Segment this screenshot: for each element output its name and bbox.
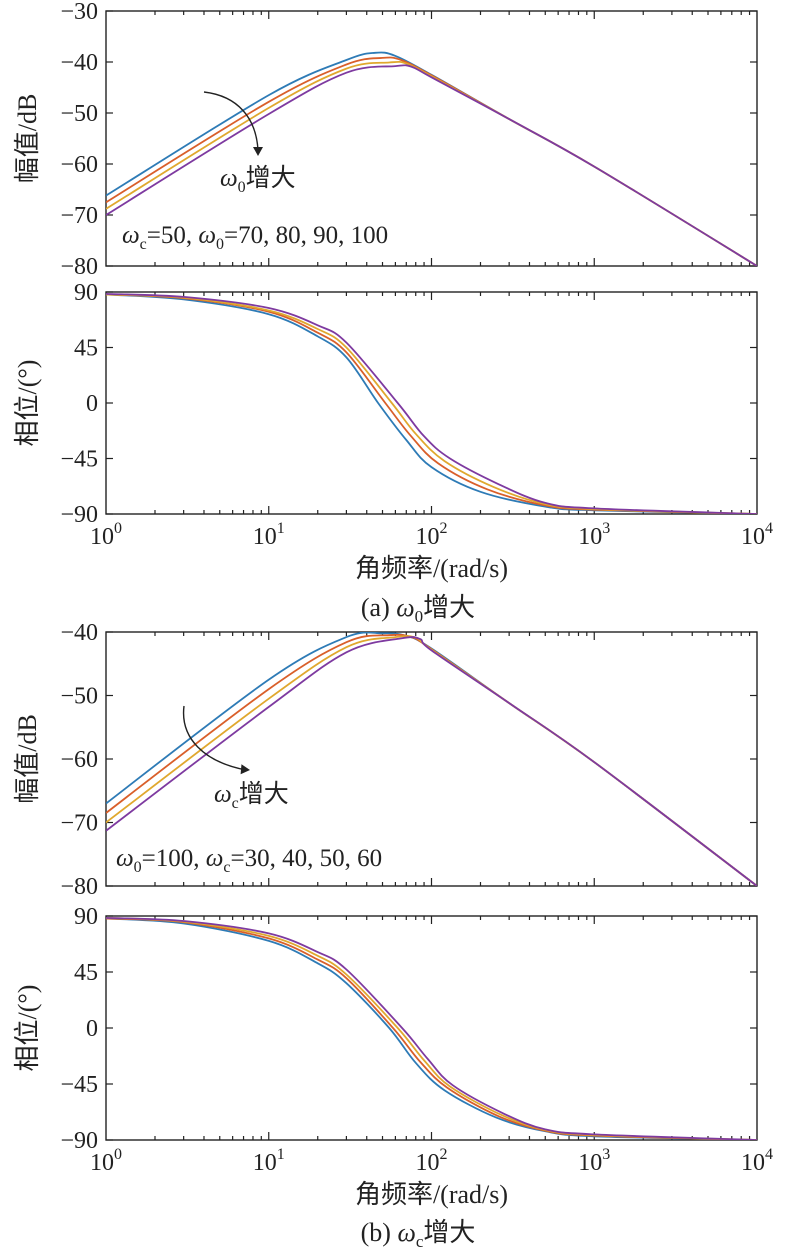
y-tick-label: −50 — [60, 101, 98, 127]
series-group — [106, 632, 757, 886]
caption-a-prefix: (a) — [361, 593, 396, 622]
series-line-4 — [106, 636, 757, 886]
trend-label: ωc增大 — [214, 780, 289, 812]
y-tick-label: −50 — [60, 684, 98, 710]
y-tick-label: 45 — [74, 960, 98, 986]
x-tick-label: 103 — [578, 520, 610, 550]
plot-frame — [105, 915, 758, 1141]
x-tick-label: 100 — [90, 520, 122, 550]
y-tick-label: −60 — [60, 747, 98, 773]
caption-a: (a) ω0增大 — [361, 593, 475, 626]
x-tick-label: 102 — [416, 1146, 448, 1176]
y-tick-label: −80 — [60, 254, 98, 280]
y-axis-label: 相位/(°) — [13, 985, 42, 1072]
y-axis-label: 幅值/dB — [13, 714, 42, 804]
panel-a-phase: −90 −45 0 45 90 相位/(°) 100 101 102 103 104 角频率/(rad… — [13, 280, 773, 583]
caption-a-suffix: 增大 — [423, 593, 475, 622]
trend-label: ω0增大 — [220, 164, 296, 196]
panel-b-magnitude: −80 −70 −60 −50 −40 幅值/dB ωc增大 ω0=100, ωc=30, 4… — [13, 620, 758, 900]
y-tick-label: 90 — [74, 904, 98, 930]
x-tick-label: 102 — [416, 520, 448, 550]
y-tick-label: −70 — [60, 203, 98, 229]
x-tick-label: 104 — [741, 520, 773, 550]
trend-arrowhead — [240, 764, 250, 775]
x-axis-label: 角频率/(rad/s) — [355, 554, 508, 583]
series-group — [106, 917, 757, 1140]
series-line-4 — [106, 64, 757, 266]
y-axis-label: 相位/(°) — [13, 360, 42, 447]
y-tick-label: −70 — [60, 811, 98, 837]
parameter-label: ω0=100, ωc=30, 40, 50, 60 — [116, 845, 382, 876]
y-tick-label: 45 — [74, 336, 98, 362]
trend-arrow — [203, 91, 259, 151]
x-tick-label: 101 — [253, 1146, 285, 1176]
panel-a-magnitude: −80 −70 −60 −50 −40 −30 幅值/dB ω0增大 ωc=50, ω0=70,… — [13, 0, 758, 280]
y-tick-label: 90 — [74, 280, 98, 306]
y-tick-label: −40 — [60, 50, 98, 76]
y-tick-label: −45 — [60, 447, 98, 473]
series-line-4 — [106, 293, 757, 514]
y-tick-label: 0 — [86, 391, 98, 417]
caption-b-suffix: 增大 — [423, 1218, 475, 1247]
trend-arrow — [182, 705, 247, 771]
series-line-1 — [106, 293, 757, 514]
y-tick-label: −30 — [60, 0, 98, 25]
y-tick-label: −40 — [60, 620, 98, 646]
caption-b-prefix: (b) — [361, 1218, 398, 1247]
x-tick-label: 103 — [578, 1146, 610, 1176]
parameter-label: ωc=50, ω0=70, 80, 90, 100 — [122, 222, 388, 253]
series-line-2 — [106, 293, 757, 514]
series-line-2 — [106, 917, 757, 1140]
caption-b: (b) ωc增大 — [361, 1218, 476, 1251]
x-tick-label: 104 — [741, 1146, 773, 1176]
y-tick-label: −60 — [60, 152, 98, 178]
y-tick-label: −90 — [60, 1128, 98, 1154]
series-line-4 — [106, 917, 757, 1140]
series-line-3 — [106, 293, 757, 514]
panel-b-phase: −90 −45 0 45 90 相位/(°) 100 101 102 103 104 角频率/(rad… — [13, 904, 773, 1209]
series-group — [106, 293, 757, 514]
caption-b-sub: c — [416, 1232, 424, 1251]
y-axis-label: 幅值/dB — [13, 94, 42, 184]
caption-a-var: ω — [396, 593, 414, 622]
series-line-1 — [106, 917, 757, 1140]
x-tick-label: 101 — [253, 520, 285, 550]
x-tick-label: 100 — [90, 1146, 122, 1176]
series-line-3 — [106, 917, 757, 1140]
plot-frame — [105, 291, 758, 515]
caption-a-sub: 0 — [415, 607, 424, 626]
trend-arrowhead — [253, 147, 263, 156]
series-group — [106, 51, 757, 266]
caption-b-var: ω — [397, 1218, 415, 1247]
y-tick-label: 0 — [86, 1016, 98, 1042]
y-tick-label: −80 — [60, 874, 98, 900]
y-tick-label: −45 — [60, 1072, 98, 1098]
x-axis-label: 角频率/(rad/s) — [355, 1180, 508, 1209]
y-tick-label: −90 — [60, 502, 98, 528]
